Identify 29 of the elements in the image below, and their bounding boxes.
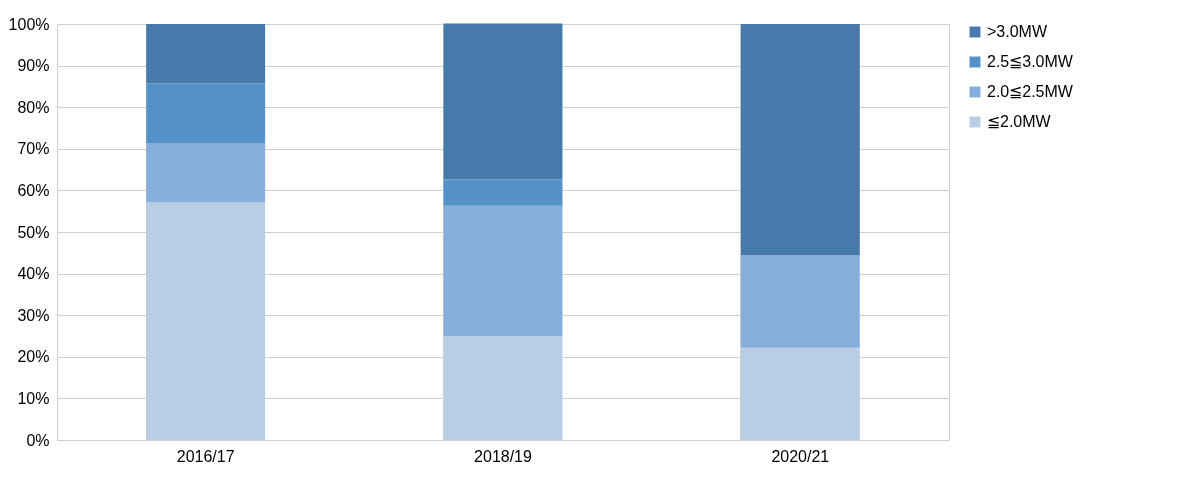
bar xyxy=(740,24,860,256)
y-tick-label: 90% xyxy=(17,57,50,75)
y-tick-label: 10% xyxy=(17,389,50,407)
bar xyxy=(146,24,266,84)
bar xyxy=(443,205,563,336)
y-tick-label: 0% xyxy=(26,431,50,449)
y-tick-label: 60% xyxy=(17,181,50,199)
y-tick-label: 30% xyxy=(17,306,50,324)
bar xyxy=(740,347,860,440)
x-tick-label: 2018/19 xyxy=(474,447,533,465)
legend-label: >3.0MW xyxy=(987,23,1048,40)
x-tick-label: 2020/21 xyxy=(771,447,830,465)
y-tick-label: 40% xyxy=(17,265,50,283)
bar xyxy=(443,179,563,206)
legend-label: ≦2.0MW xyxy=(987,113,1052,130)
y-tick-label: 100% xyxy=(8,15,50,33)
legend-label: 2.5≦3.0MW xyxy=(987,53,1074,70)
legend-label: 2.0≦2.5MW xyxy=(987,83,1074,100)
y-tick-label: 70% xyxy=(17,140,50,158)
bar xyxy=(740,255,860,348)
bar xyxy=(146,83,266,143)
bar xyxy=(443,336,563,440)
y-tick-label: 80% xyxy=(17,98,50,116)
bar xyxy=(443,23,563,180)
x-tick-label: 2016/17 xyxy=(176,447,235,465)
bar xyxy=(146,142,266,203)
y-tick-label: 50% xyxy=(17,223,50,241)
y-tick-label: 20% xyxy=(17,348,50,366)
bar xyxy=(146,202,266,440)
